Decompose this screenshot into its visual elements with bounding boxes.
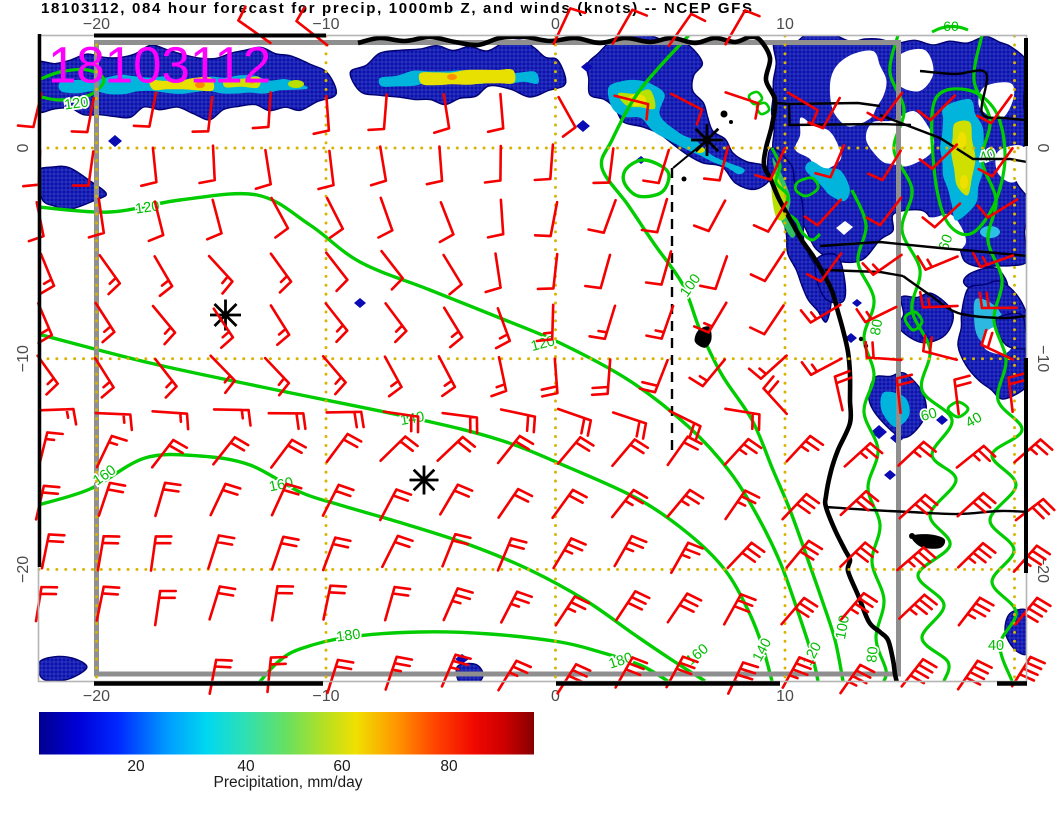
svg-text:−20: −20 — [83, 688, 110, 705]
svg-text:40: 40 — [237, 758, 255, 775]
svg-text:0: 0 — [551, 16, 560, 33]
svg-text:10: 10 — [776, 16, 794, 33]
svg-text:10: 10 — [776, 688, 794, 705]
svg-text:60: 60 — [919, 405, 939, 425]
svg-text:−10: −10 — [1034, 345, 1051, 372]
svg-text:80: 80 — [868, 318, 887, 337]
svg-text:80: 80 — [440, 758, 458, 775]
svg-text:100: 100 — [833, 614, 853, 641]
svg-text:0: 0 — [1034, 144, 1051, 153]
svg-text:−20: −20 — [1034, 556, 1051, 583]
svg-text:0: 0 — [15, 143, 32, 152]
svg-text:60: 60 — [333, 758, 351, 775]
svg-text:60: 60 — [943, 18, 959, 34]
svg-text:−20: −20 — [83, 16, 110, 33]
svg-text:40: 40 — [988, 638, 1004, 654]
svg-text:−10: −10 — [312, 16, 339, 33]
svg-text:120: 120 — [63, 94, 89, 113]
svg-text:20: 20 — [127, 758, 145, 775]
svg-text:0: 0 — [551, 688, 560, 705]
svg-text:−10: −10 — [312, 688, 339, 705]
svg-text:−20: −20 — [15, 556, 32, 583]
svg-text:18103112: 18103112 — [48, 37, 271, 94]
svg-text:180: 180 — [335, 626, 361, 645]
svg-text:80: 80 — [864, 646, 881, 663]
svg-text:18103112, 084 hour forecast fo: 18103112, 084 hour forecast for precip, … — [41, 0, 754, 17]
svg-text:−10: −10 — [15, 345, 32, 372]
svg-text:Precipitation, mm/day: Precipitation, mm/day — [213, 774, 362, 791]
